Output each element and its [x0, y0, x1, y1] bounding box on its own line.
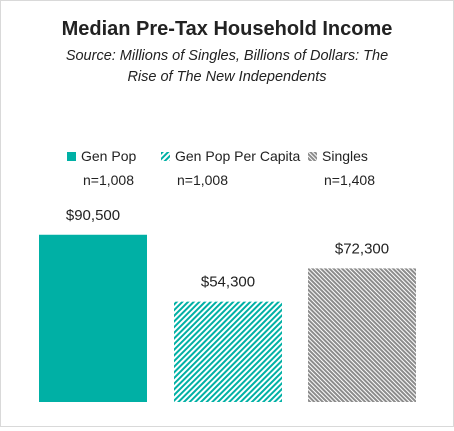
bar-singles: [308, 268, 416, 402]
legend-label: Gen Pop Per Capita: [175, 148, 301, 164]
legend: Gen Pop n=1,008 Gen Pop Per Capita n=1,008 S…: [67, 148, 375, 188]
chart-title: Median Pre-Tax Household Income: [62, 18, 393, 40]
legend-swatch: [67, 152, 76, 161]
legend-sample-size: n=1,008: [177, 172, 228, 188]
chart-subtitle-line-1: Source: Millions of Singles, Billions of…: [66, 48, 388, 64]
legend-sample-size: n=1,008: [83, 172, 134, 188]
bar-gen-pop-per-capita: [174, 301, 282, 402]
chart-subtitle-line-2: Rise of The New Independents: [127, 69, 326, 85]
bar-gen-pop: [39, 234, 147, 402]
value-labels: $90,500 $54,300 $72,300: [66, 207, 389, 291]
bar-value-label: $90,500: [66, 207, 120, 224]
legend-sample-size: n=1,408: [324, 172, 375, 188]
legend-swatch: [161, 152, 170, 161]
legend-label: Gen Pop: [81, 148, 136, 164]
bar-value-label: $72,300: [335, 240, 389, 257]
legend-swatch: [308, 152, 317, 161]
bars: [39, 234, 416, 402]
legend-label: Singles: [322, 148, 368, 164]
bar-value-label: $54,300: [201, 274, 255, 291]
